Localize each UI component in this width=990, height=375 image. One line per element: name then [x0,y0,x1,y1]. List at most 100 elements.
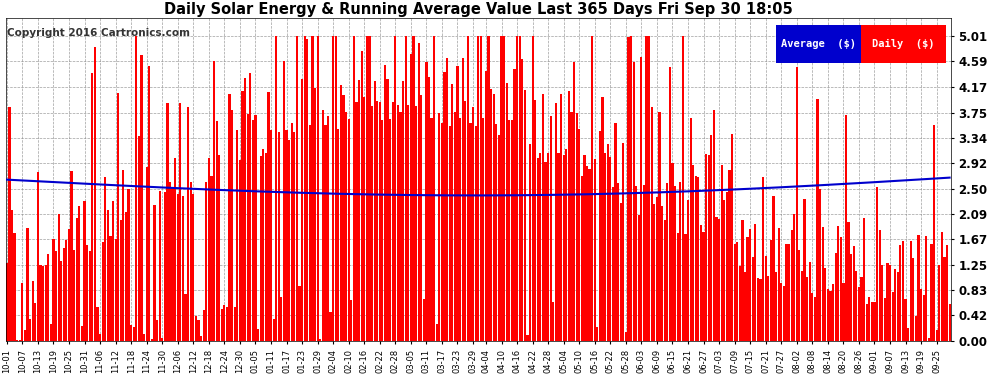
Bar [940,232,942,341]
Bar [355,102,357,341]
Bar [568,91,570,341]
Bar [192,194,194,341]
Bar [840,237,842,341]
Bar [575,113,578,341]
Bar [939,266,940,341]
Bar [91,73,93,341]
Bar [751,257,753,341]
Bar [759,279,761,341]
Bar [166,102,168,341]
Bar [254,115,256,341]
Bar [70,171,72,341]
Bar [581,176,583,341]
Bar [482,118,484,341]
Bar [723,200,726,341]
Bar [628,38,630,341]
Bar [54,251,57,341]
Bar [57,213,59,341]
Bar [830,291,832,341]
Bar [793,214,795,341]
Bar [658,112,660,341]
Bar [322,110,324,341]
Bar [746,237,748,341]
Bar [790,230,793,341]
Bar [511,120,513,341]
Bar [174,158,176,341]
Bar [835,254,837,341]
Bar [899,244,902,341]
Bar [729,170,731,341]
Bar [81,326,83,341]
Bar [933,125,936,341]
Bar [863,218,865,341]
Bar [915,316,917,341]
Bar [301,79,303,341]
Bar [251,120,254,341]
Bar [591,36,593,341]
Bar [306,39,308,341]
Bar [16,340,18,341]
Bar [648,36,650,341]
Bar [405,36,407,341]
Bar [280,297,282,341]
Bar [682,36,684,341]
Bar [464,101,466,341]
Bar [381,120,383,341]
Bar [689,118,692,341]
Bar [433,36,436,341]
Bar [495,123,497,341]
Bar [819,189,822,341]
Bar [920,289,923,341]
Bar [871,302,873,341]
Bar [532,36,534,341]
Bar [200,336,202,341]
Bar [229,94,231,341]
Bar [187,107,189,341]
Bar [521,59,524,341]
Bar [798,250,801,341]
Bar [508,120,511,341]
Bar [371,105,373,341]
Bar [661,206,663,341]
Bar [461,58,463,341]
Bar [796,67,798,341]
Bar [311,36,314,341]
Title: Daily Solar Energy & Running Average Value Last 365 Days Fri Sep 30 18:05: Daily Solar Energy & Running Average Val… [163,2,793,17]
Bar [674,186,676,341]
Bar [37,171,39,341]
Bar [120,220,122,341]
Bar [560,94,562,341]
Bar [936,330,938,341]
Bar [655,197,658,341]
Bar [663,220,666,341]
Bar [485,71,487,341]
Bar [679,182,681,341]
Bar [231,110,234,341]
Bar [607,144,609,341]
Bar [708,155,710,341]
Bar [347,119,349,341]
Bar [578,129,580,341]
Bar [216,122,218,341]
Bar [6,263,8,341]
Bar [247,114,248,341]
Bar [749,229,751,341]
Bar [141,55,143,341]
Bar [562,155,564,341]
Bar [612,187,614,341]
Bar [112,201,114,341]
Bar [785,244,787,341]
Bar [516,36,518,341]
Bar [825,268,827,341]
Bar [343,95,345,341]
Bar [208,158,210,341]
Bar [928,338,930,341]
Bar [190,183,192,341]
Text: Daily  ($): Daily ($) [872,39,935,49]
Bar [102,242,104,341]
Bar [617,183,619,341]
Bar [549,116,551,341]
Bar [272,320,274,341]
Bar [392,102,394,341]
Bar [767,276,769,341]
